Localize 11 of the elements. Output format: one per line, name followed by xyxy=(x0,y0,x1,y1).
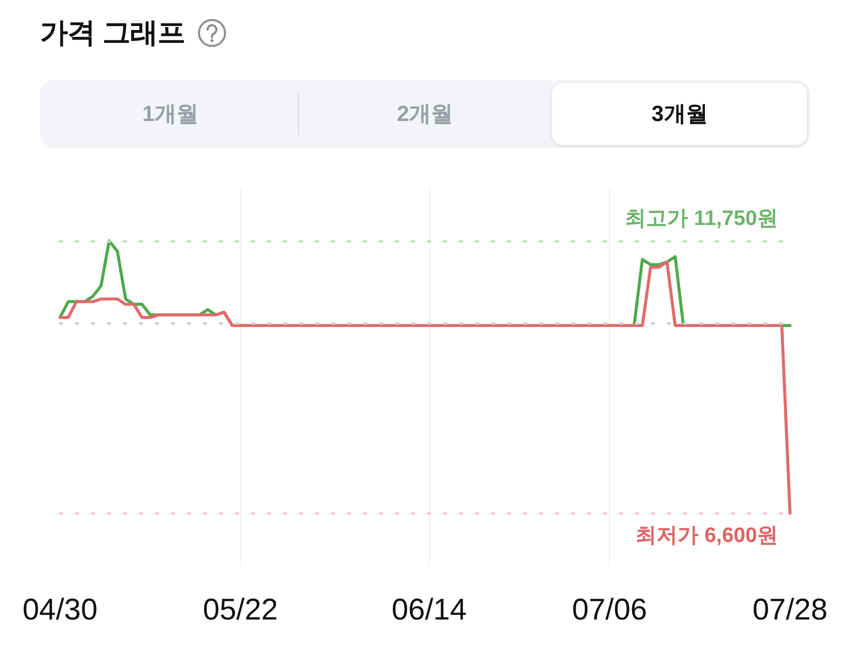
ref-line-label: 최고가 11,750원 xyxy=(625,206,778,230)
x-tick-label: 06/14 xyxy=(392,594,467,626)
x-tick-label: 05/22 xyxy=(202,594,278,626)
x-tick-label: 04/30 xyxy=(22,594,98,626)
x-tick-label: 07/06 xyxy=(572,594,648,626)
selected-tab-button[interactable]: 3개월 xyxy=(552,83,808,145)
tab-button[interactable]: 2개월 xyxy=(298,83,552,145)
x-tick-label: 07/28 xyxy=(752,594,828,626)
tab-button[interactable]: 1개월 xyxy=(43,83,298,145)
chart-title: 가격 그래프 xyxy=(40,16,185,50)
ref-line-label: 최저가 6,600원 xyxy=(636,524,778,548)
